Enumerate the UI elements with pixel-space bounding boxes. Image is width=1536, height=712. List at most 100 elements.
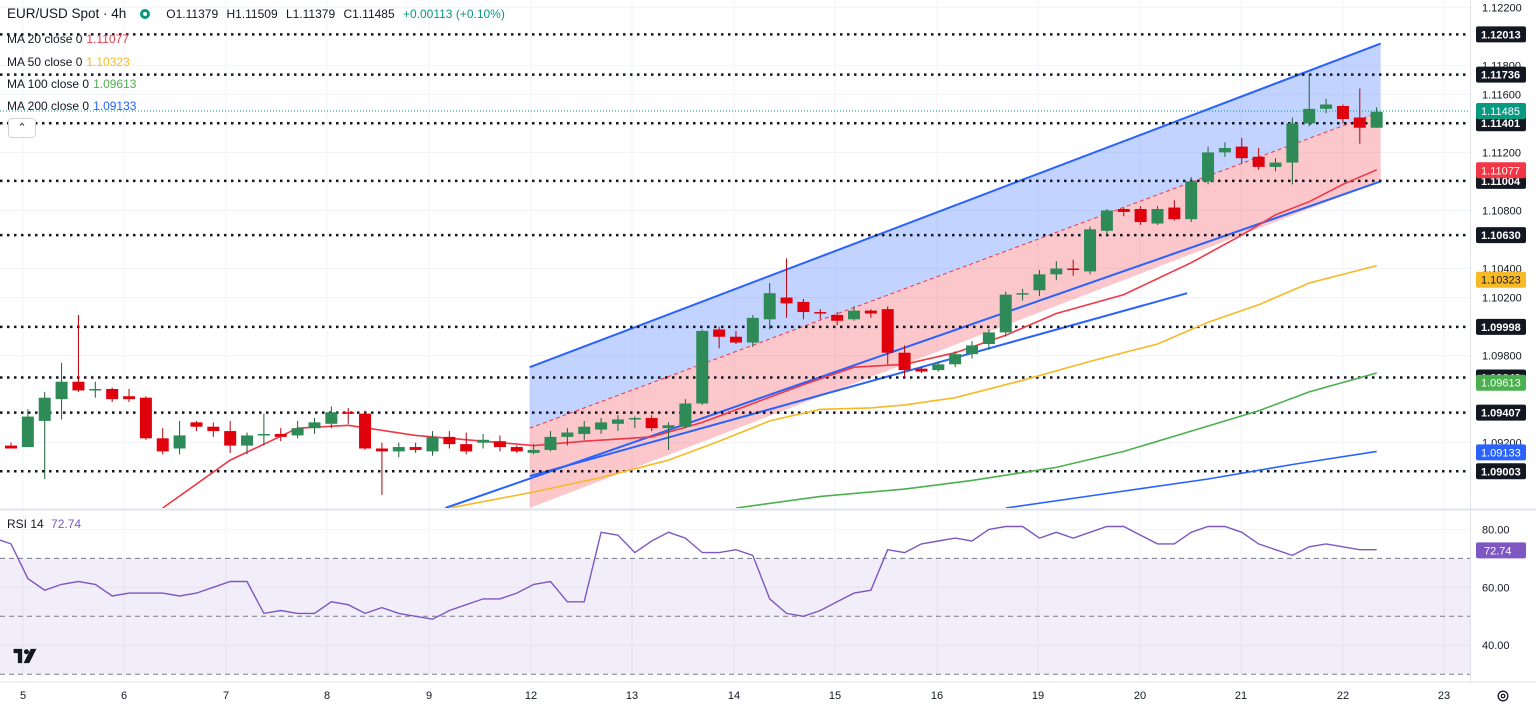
candle-body [375,448,388,452]
indicator-legend-ma50[interactable]: MA 50 close 0 1.10323 [7,55,130,69]
channel-lower-line [445,180,1381,508]
candle-body [460,444,473,452]
candle-body [55,381,68,400]
indicator-legend-ma200[interactable]: MA 200 close 0 1.09133 [7,99,136,113]
price-axis-tick: 1.11200 [1482,147,1521,159]
time-axis-label: 5 [20,690,26,702]
time-axis-label: 21 [1235,690,1247,702]
candle-body [1168,207,1181,220]
candle-body [207,426,220,432]
candle-body [1370,111,1383,128]
trend-line [529,292,1188,478]
level-price-label: 1.09407 [1481,408,1521,420]
candle-body [1202,152,1215,182]
candle-body [578,426,591,434]
candle-body [1185,181,1198,220]
candle-body [915,368,928,372]
indicator-value: 1.09613 [93,77,137,91]
candle-body [409,447,422,450]
candle-body [493,441,506,448]
candle-body [224,431,237,446]
candle-body [308,422,321,429]
candle-body [1016,293,1029,295]
candle-body [443,436,456,445]
chart-header: EUR/USD Spot · 4h O1.11379 H1.11509 L1.1… [7,6,510,21]
time-axis-label: 6 [121,690,127,702]
rsi-legend[interactable]: RSI 14 72.74 [7,517,81,531]
time-axis-label: 22 [1337,690,1349,702]
candle-body [21,416,34,448]
indicator-label: MA 200 close 0 [7,99,90,113]
candle-body [1320,104,1333,109]
level-price-label: 1.12013 [1481,29,1521,41]
collapse-legend-button[interactable]: ⌃ [8,118,36,138]
rsi-line [0,525,1377,620]
level-price-badge [1476,227,1526,244]
candle-body [645,418,658,429]
settings-gear-icon[interactable] [1496,689,1510,703]
rsi-axis-tick: 40.00 [1482,640,1510,652]
level-price-label: 1.09998 [1481,322,1521,334]
indicator-value: 1.09133 [93,99,137,113]
candle-body [1269,162,1282,167]
price-axis-tick: 1.10200 [1482,293,1522,305]
candle-body [274,433,287,437]
candle-body [1151,209,1164,224]
low-value: L1.11379 [285,6,336,21]
candle-body [1252,156,1265,167]
price-badge [1476,103,1526,120]
time-axis-label: 19 [1032,690,1044,702]
candle-body [89,388,102,391]
indicator-label: MA 50 close 0 [7,55,83,69]
candle-body [1050,268,1063,275]
indicator-label: MA 100 close 0 [7,77,90,91]
time-axis-label: 13 [626,690,638,702]
indicator-legend-ma20[interactable]: MA 20 close 0 1.11077 [7,32,129,46]
grid [0,0,1470,680]
candle-body [763,293,776,320]
candle-body [1218,148,1231,153]
candle-body [1100,210,1113,231]
price-badge [1476,374,1526,391]
candle-body [999,294,1012,333]
price-badge [1476,271,1526,288]
price-badge-label: 1.11077 [1481,165,1520,177]
price-badge-label: 1.09133 [1481,447,1521,459]
candle-body [257,433,270,436]
indicator-legend-ma100[interactable]: MA 100 close 0 1.09613 [7,77,136,91]
level-price-badge [1476,463,1526,480]
candle-body [1084,229,1097,272]
price-badge [1476,444,1526,461]
candle-body [190,422,203,427]
rsi-badge [1476,542,1526,559]
candle-body [139,397,152,439]
moving-average-line [1005,450,1377,508]
candle-body [291,428,304,436]
candle-body [949,354,962,365]
price-badge-label: 1.09613 [1481,378,1521,390]
candle-body [325,412,338,424]
rsi-pane [0,525,1470,675]
candle-body [881,309,894,353]
candle-body [1235,146,1248,159]
channel-upper-line [529,42,1382,369]
candle-body [729,336,742,343]
candle-body [611,419,624,424]
tradingview-logo-icon[interactable] [12,646,38,666]
candle-body [1033,274,1046,291]
time-axis-label: 15 [829,690,841,702]
symbol-title[interactable]: EUR/USD Spot · 4h [7,6,127,21]
high-value: H1.11509 [226,6,278,21]
candle-body [1134,209,1147,223]
market-status-icon [140,8,151,19]
level-price-label: 1.11004 [1481,176,1521,188]
rsi-axis-tick: 60.00 [1482,582,1510,594]
candle-body [1336,105,1349,120]
level-price-label: 1.10630 [1481,230,1521,242]
candle-body [898,352,911,371]
time-axis-label: 8 [324,690,330,702]
moving-average-line [449,264,1377,508]
candle-body [38,397,51,421]
candle-body [746,317,759,343]
